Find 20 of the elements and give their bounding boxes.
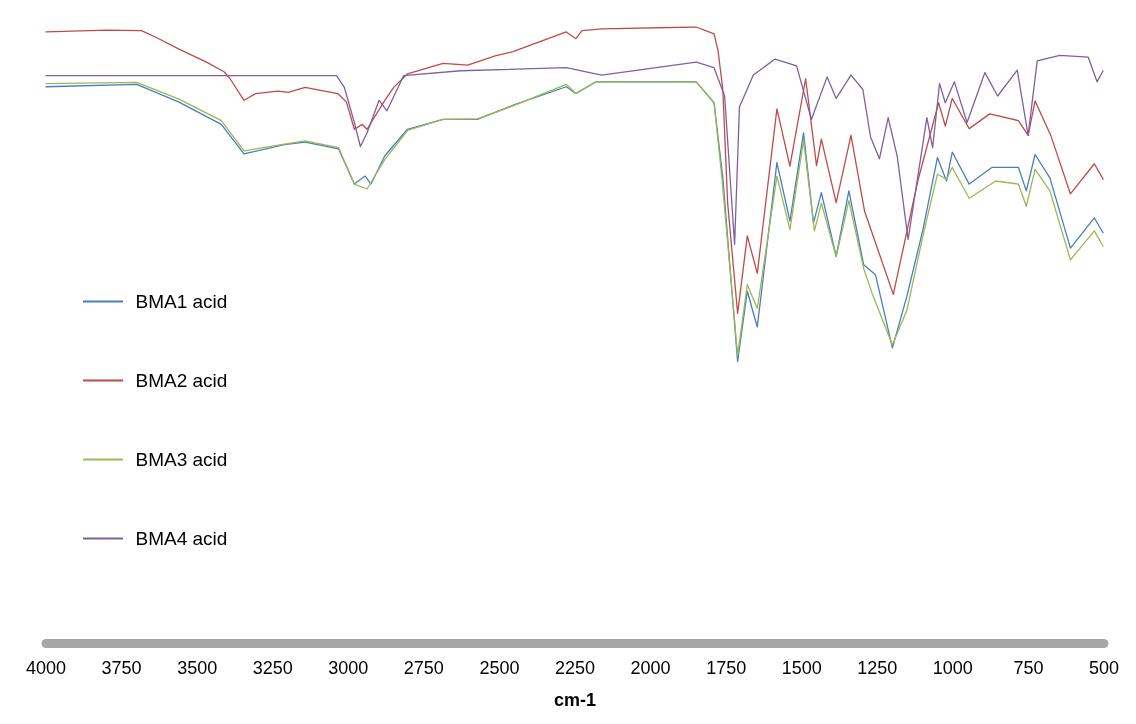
- legend-label: BMA1 acid: [135, 291, 228, 312]
- x-axis-title: cm-1: [553, 690, 597, 710]
- x-tick-label: 1250: [857, 658, 898, 678]
- legend-label: BMA4 acid: [135, 528, 228, 549]
- x-tick-label: 750: [1013, 658, 1044, 678]
- legend-label: BMA2 acid: [135, 370, 228, 391]
- x-tick-label: 3500: [177, 658, 218, 678]
- x-tick-label: 2750: [403, 658, 444, 678]
- x-tick-label: 500: [1088, 658, 1120, 678]
- legend-label: BMA3 acid: [135, 449, 228, 470]
- x-tick-label: 1000: [932, 658, 973, 678]
- x-tick-label: 2500: [479, 658, 520, 678]
- x-tick-label: 2250: [554, 658, 596, 678]
- x-tick-label: 3000: [328, 658, 369, 678]
- x-tick-label: 3750: [101, 658, 142, 678]
- x-tick-label: 1750: [706, 658, 747, 678]
- x-tick-label: 1500: [781, 658, 822, 678]
- x-tick-label: 2000: [630, 658, 671, 678]
- x-tick-label: 3250: [252, 658, 293, 678]
- x-tick-label: 4000: [25, 658, 67, 678]
